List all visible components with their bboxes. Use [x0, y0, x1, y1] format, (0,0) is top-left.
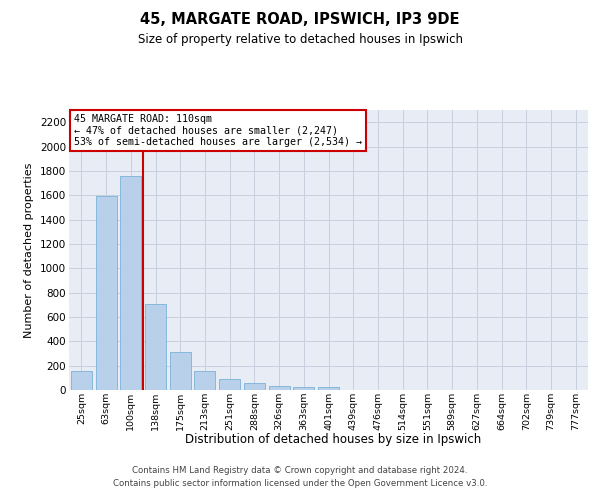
Text: 45, MARGATE ROAD, IPSWICH, IP3 9DE: 45, MARGATE ROAD, IPSWICH, IP3 9DE — [140, 12, 460, 28]
Text: Distribution of detached houses by size in Ipswich: Distribution of detached houses by size … — [185, 432, 481, 446]
Text: Contains HM Land Registry data © Crown copyright and database right 2024.
Contai: Contains HM Land Registry data © Crown c… — [113, 466, 487, 487]
Y-axis label: Number of detached properties: Number of detached properties — [25, 162, 34, 338]
Bar — [120, 176, 141, 390]
Bar — [219, 380, 240, 390]
Bar — [293, 387, 314, 390]
Bar — [95, 196, 116, 390]
Text: Size of property relative to detached houses in Ipswich: Size of property relative to detached ho… — [137, 32, 463, 46]
Text: 45 MARGATE ROAD: 110sqm
← 47% of detached houses are smaller (2,247)
53% of semi: 45 MARGATE ROAD: 110sqm ← 47% of detache… — [74, 114, 362, 148]
Bar — [318, 388, 339, 390]
Bar — [244, 384, 265, 390]
Bar — [71, 370, 92, 390]
Bar — [170, 352, 191, 390]
Bar — [145, 304, 166, 390]
Bar — [269, 386, 290, 390]
Bar — [194, 370, 215, 390]
